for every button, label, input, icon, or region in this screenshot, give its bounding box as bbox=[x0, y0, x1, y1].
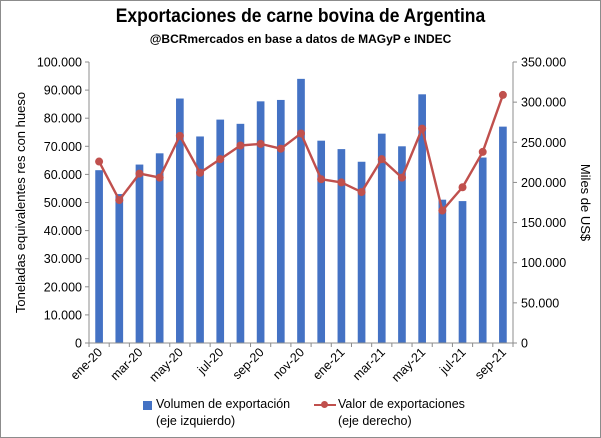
value-point-jun-21 bbox=[438, 206, 447, 215]
value-point-feb-20 bbox=[115, 196, 124, 205]
y-right-tick-label: 300.000 bbox=[521, 96, 566, 110]
y-axis-left-title: Toneladas equivalentes res con hueso bbox=[13, 92, 28, 313]
y-left-tick-label: 70.000 bbox=[44, 140, 82, 154]
bar-feb-20 bbox=[115, 194, 124, 343]
value-point-ene-20 bbox=[95, 157, 104, 166]
y-left-tick-label: 100.000 bbox=[37, 56, 82, 70]
bar-feb-21 bbox=[357, 161, 366, 343]
y-right-tick-label: 150.000 bbox=[521, 216, 566, 230]
y-left-tick-label: 0 bbox=[75, 337, 82, 351]
bar-dic-20 bbox=[317, 140, 326, 343]
value-point-mar-20 bbox=[135, 169, 144, 178]
x-tick-label-sep-21: sep-21 bbox=[472, 345, 509, 382]
bar-ago-20 bbox=[236, 123, 245, 343]
bar-oct-20 bbox=[276, 99, 285, 343]
y-left-tick-label: 60.000 bbox=[44, 168, 82, 182]
value-point-nov-20 bbox=[297, 129, 305, 138]
bar-ene-21 bbox=[337, 149, 346, 343]
bar-may-20 bbox=[176, 98, 184, 343]
value-point-jun-20 bbox=[196, 168, 205, 177]
value-point-mar-21 bbox=[377, 155, 386, 164]
bar-jun-20 bbox=[196, 136, 204, 343]
legend-value-name: Valor de exportaciones bbox=[338, 397, 465, 411]
chart-subtitle: @BCRmercados en base a datos de MAGyP e … bbox=[149, 32, 452, 46]
y-left-tick-label: 20.000 bbox=[44, 280, 82, 294]
legend: Volumen de exportación (eje izquierdo) V… bbox=[1, 396, 600, 436]
y-left-tick-label: 80.000 bbox=[44, 112, 82, 126]
y-right-tick-label: 350.000 bbox=[521, 56, 566, 70]
x-tick-label-mar-20: mar-20 bbox=[108, 345, 146, 383]
value-point-ago-20 bbox=[236, 141, 245, 150]
bar-mar-20 bbox=[135, 164, 144, 343]
value-point-ago-21 bbox=[478, 147, 487, 156]
bar-jul-21 bbox=[458, 201, 467, 343]
x-tick-label-jul-20: jul-20 bbox=[194, 345, 226, 377]
value-point-sep-20 bbox=[256, 139, 265, 148]
value-point-may-21 bbox=[418, 124, 427, 133]
bar-jul-20 bbox=[216, 119, 225, 343]
value-point-ene-21 bbox=[337, 178, 346, 187]
legend-key-value-dot bbox=[321, 401, 328, 408]
y-right-tick-label: 250.000 bbox=[521, 136, 566, 150]
y-right-tick-label: 0 bbox=[521, 337, 528, 351]
bar-sep-20 bbox=[256, 101, 265, 343]
bars-group bbox=[95, 78, 507, 344]
x-tick-label-sep-20: sep-20 bbox=[230, 345, 267, 382]
legend-value-axis: (eje derecho) bbox=[338, 414, 412, 428]
legend-label-value: Valor de exportaciones (eje derecho) bbox=[338, 396, 465, 430]
line-group bbox=[95, 90, 507, 215]
y-left-tick-label: 30.000 bbox=[44, 252, 82, 266]
value-point-dic-20 bbox=[317, 175, 326, 184]
bar-may-21 bbox=[418, 94, 426, 343]
value-point-jul-21 bbox=[458, 183, 467, 192]
chart-title: Exportaciones de carne bovina de Argenti… bbox=[115, 6, 486, 27]
x-tick-label-may-21: may-21 bbox=[389, 345, 428, 384]
y-right-tick-label: 50.000 bbox=[521, 296, 559, 310]
bar-sep-21 bbox=[499, 126, 507, 343]
y-left-tick-label: 10.000 bbox=[44, 308, 82, 322]
y-left-tick-label: 90.000 bbox=[44, 84, 82, 98]
value-point-may-20 bbox=[175, 131, 184, 140]
x-tick-label-jul-21: jul-21 bbox=[436, 345, 468, 377]
y-right-tick-label: 100.000 bbox=[521, 256, 566, 270]
legend-volume-name: Volumen de exportación bbox=[156, 397, 291, 411]
bar-ago-21 bbox=[478, 157, 487, 343]
bar-nov-20 bbox=[297, 78, 305, 344]
bar-abr-21 bbox=[398, 146, 406, 343]
y-axis-right-title: Miles de US$ bbox=[578, 164, 593, 242]
y-left-tick-label: 40.000 bbox=[44, 224, 82, 238]
x-tick-label-ene-21: ene-21 bbox=[310, 345, 347, 382]
legend-label-volume: Volumen de exportación (eje izquierdo) bbox=[156, 396, 290, 430]
x-tick-label-ene-20: ene-20 bbox=[68, 345, 105, 382]
legend-key-volume bbox=[143, 401, 152, 410]
bar-ene-20 bbox=[95, 170, 103, 343]
value-point-jul-20 bbox=[216, 155, 225, 164]
x-tick-label-nov-20: nov-20 bbox=[270, 345, 307, 382]
value-point-feb-21 bbox=[357, 188, 366, 197]
x-tick-label-may-20: may-20 bbox=[147, 345, 186, 384]
bar-abr-20 bbox=[155, 153, 164, 343]
x-tick-label-mar-21: mar-21 bbox=[350, 345, 388, 383]
axes-group bbox=[85, 61, 517, 347]
value-point-oct-20 bbox=[276, 144, 285, 153]
bar-mar-21 bbox=[377, 133, 386, 343]
value-point-abr-21 bbox=[397, 173, 406, 182]
bar-jun-21 bbox=[438, 199, 447, 343]
value-point-sep-21 bbox=[498, 90, 507, 99]
y-left-tick-label: 50.000 bbox=[44, 196, 82, 210]
y-right-tick-label: 200.000 bbox=[521, 176, 566, 190]
legend-volume-axis: (eje izquierdo) bbox=[156, 414, 236, 428]
value-point-abr-20 bbox=[155, 173, 164, 182]
